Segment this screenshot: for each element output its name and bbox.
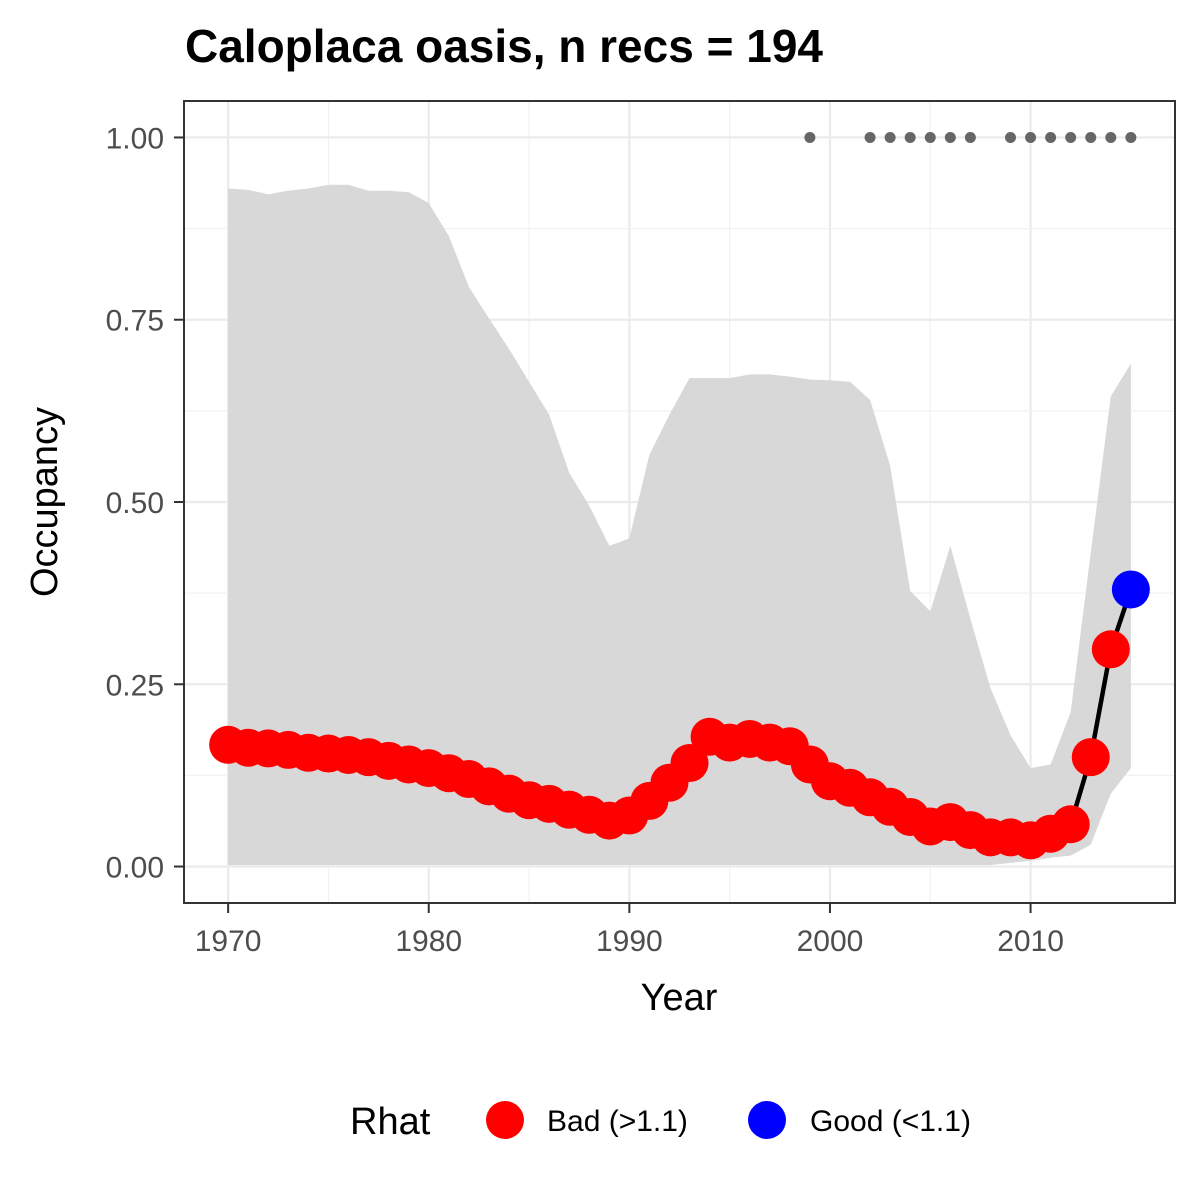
record-marker bbox=[1105, 131, 1117, 143]
record-marker bbox=[1085, 131, 1097, 143]
x-tick-label: 1990 bbox=[596, 925, 663, 958]
x-tick-label: 1970 bbox=[195, 925, 262, 958]
legend-key-good bbox=[748, 1101, 786, 1139]
confidence-ribbon bbox=[228, 184, 1131, 866]
trend-line bbox=[1068, 588, 1134, 825]
legend-title: Rhat bbox=[350, 1101, 431, 1143]
y-tick-label: 0.50 bbox=[106, 487, 164, 520]
occupancy-point bbox=[1051, 805, 1090, 844]
record-marker bbox=[864, 131, 876, 143]
y-axis-title: Occupancy bbox=[24, 407, 66, 597]
record-marker bbox=[884, 131, 896, 143]
occupancy-point bbox=[670, 744, 709, 783]
occupancy-points bbox=[209, 570, 1150, 860]
legend-label-bad: Bad (>1.1) bbox=[547, 1105, 688, 1138]
record-marker bbox=[1025, 131, 1037, 143]
x-tick-label: 2010 bbox=[997, 925, 1064, 958]
chart-title: Caloplaca oasis, n recs = 194 bbox=[185, 20, 823, 72]
record-markers bbox=[804, 131, 1137, 143]
record-marker bbox=[1065, 131, 1077, 143]
y-tick-label: 0.00 bbox=[106, 852, 164, 885]
record-marker bbox=[964, 131, 976, 143]
record-marker bbox=[924, 131, 936, 143]
trend-line-segment bbox=[1068, 588, 1134, 825]
x-axis: 1970 1980 1990 2000 2010 bbox=[195, 903, 1064, 958]
x-axis-title: Year bbox=[641, 977, 718, 1019]
occupancy-point bbox=[1091, 630, 1130, 669]
x-tick-label: 2000 bbox=[797, 925, 864, 958]
record-marker bbox=[804, 131, 816, 143]
x-tick-label: 1980 bbox=[395, 925, 462, 958]
y-tick-label: 1.00 bbox=[106, 122, 164, 155]
plot-panel bbox=[183, 100, 1176, 904]
legend-label-good: Good (<1.1) bbox=[810, 1105, 971, 1138]
legend-key-bad bbox=[486, 1101, 524, 1139]
y-tick-label: 0.25 bbox=[106, 669, 164, 702]
record-marker bbox=[904, 131, 916, 143]
occupancy-point bbox=[1111, 570, 1150, 609]
record-marker bbox=[1045, 131, 1057, 143]
record-marker bbox=[1125, 131, 1137, 143]
legend: Rhat Bad (>1.1) Good (<1.1) bbox=[350, 1101, 971, 1143]
y-axis: 0.00 0.25 0.50 0.75 1.00 bbox=[106, 122, 184, 885]
record-marker bbox=[1005, 131, 1017, 143]
occupancy-point bbox=[1071, 738, 1110, 777]
record-marker bbox=[944, 131, 956, 143]
y-tick-label: 0.75 bbox=[106, 305, 164, 338]
